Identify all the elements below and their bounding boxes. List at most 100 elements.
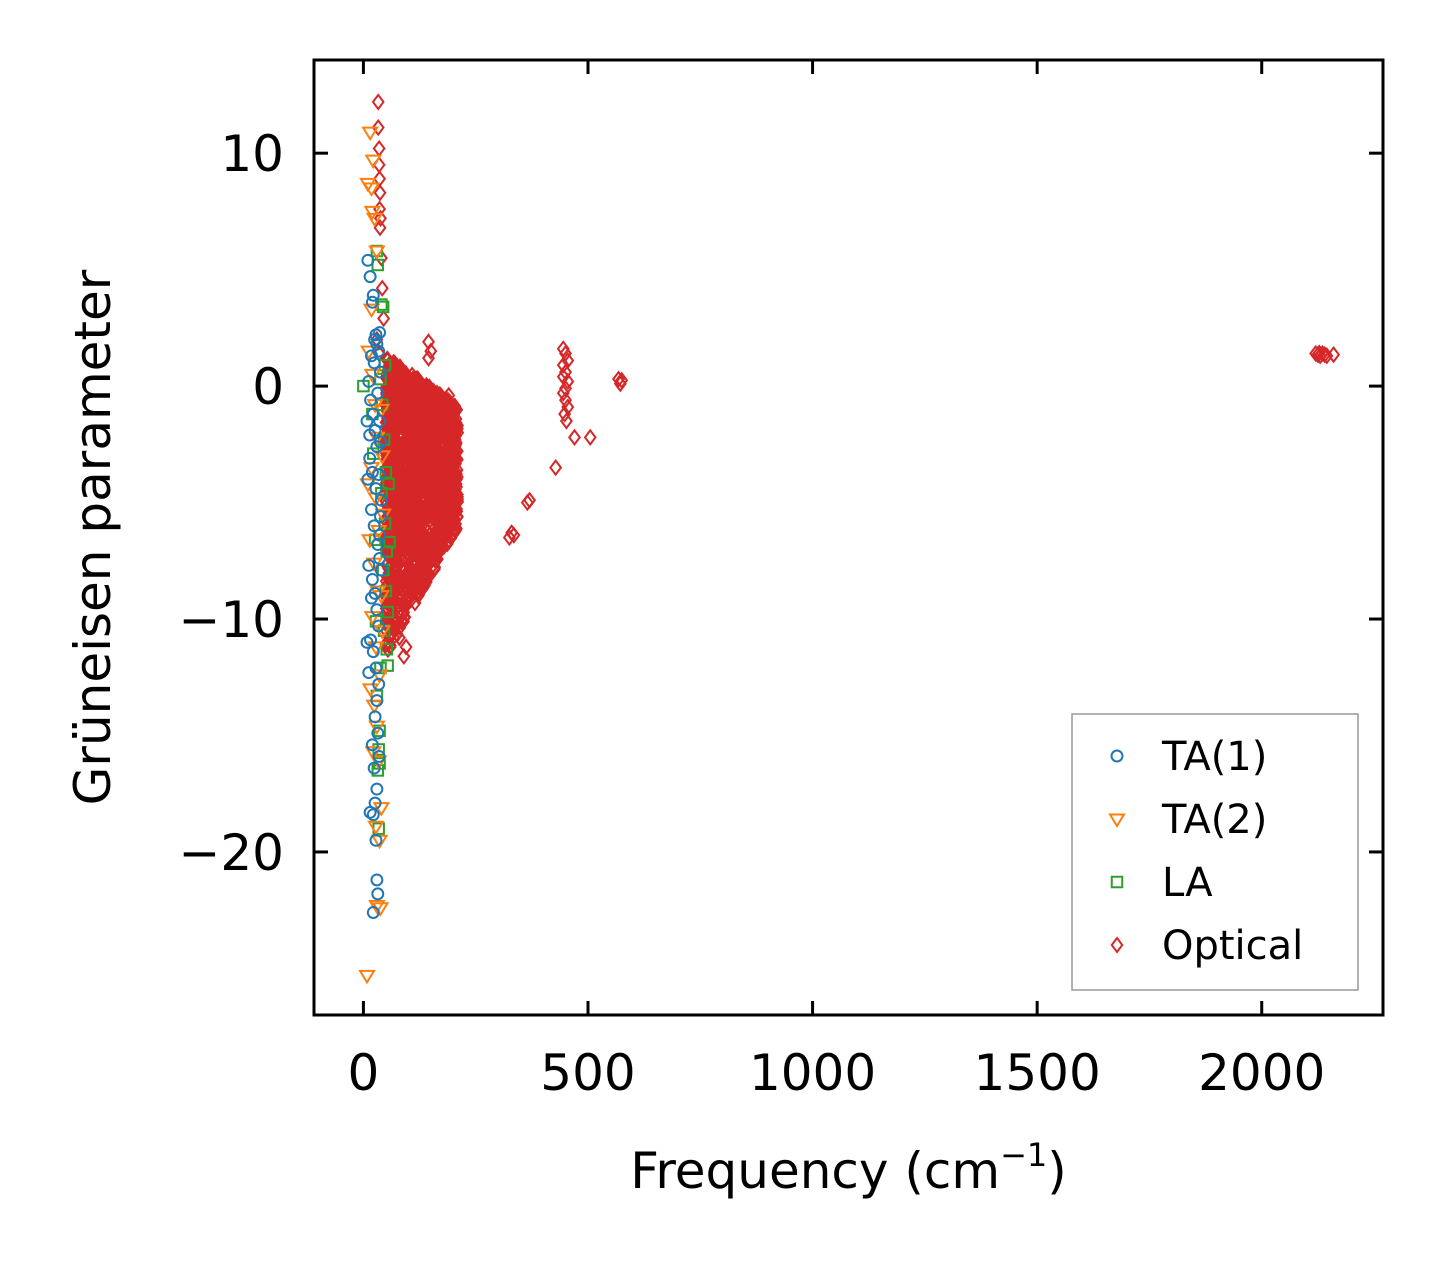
data-point	[371, 538, 385, 551]
data-point	[374, 365, 387, 379]
data-point	[362, 666, 376, 680]
data-point	[371, 118, 385, 137]
data-point	[388, 619, 402, 638]
data-point	[549, 458, 563, 477]
optical-cluster-point	[444, 440, 458, 458]
y-tick-label: −20	[178, 824, 284, 882]
data-point	[561, 372, 575, 391]
optical-cluster-point	[410, 387, 424, 406]
optical-cluster-point	[396, 582, 410, 600]
optical-cluster-point	[381, 632, 395, 651]
data-point	[365, 738, 379, 752]
data-point	[424, 342, 438, 360]
optical-cluster-point	[424, 458, 438, 476]
optical-cluster-point	[433, 437, 447, 455]
data-point	[370, 669, 389, 684]
optical-cluster-point	[450, 488, 464, 506]
optical-cluster-point	[417, 394, 431, 412]
data-point	[433, 528, 447, 547]
data-points	[357, 93, 1341, 985]
legend-label: Optical	[1162, 923, 1303, 969]
series-ta1	[360, 253, 388, 919]
data-point	[383, 535, 396, 549]
optical-cluster-point	[437, 493, 451, 512]
optical-cluster-point	[392, 384, 406, 402]
data-point	[1312, 344, 1326, 362]
data-point	[366, 906, 380, 919]
optical-cluster-point	[401, 536, 415, 554]
y-axis-label: Grüneisen parameter	[64, 269, 122, 805]
optical-cluster-point	[408, 452, 422, 470]
legend-label: TA(2)	[1161, 797, 1267, 843]
data-point	[367, 519, 381, 533]
data-point	[558, 405, 572, 423]
data-point	[399, 638, 413, 656]
data-point	[366, 808, 380, 822]
x-tick-label: 1000	[749, 1044, 876, 1102]
data-point	[366, 407, 380, 421]
optical-cluster-point	[392, 460, 406, 479]
data-point	[361, 126, 379, 142]
data-point	[367, 356, 381, 370]
optical-cluster-point	[402, 533, 416, 551]
data-point	[362, 558, 376, 572]
data-point	[371, 258, 385, 272]
data-point	[372, 749, 386, 763]
optical-cluster-point	[448, 434, 462, 452]
optical-cluster-point	[436, 436, 450, 455]
data-point	[559, 412, 573, 430]
data-point	[568, 428, 582, 447]
optical-cluster-point	[419, 421, 433, 439]
data-point	[360, 345, 378, 361]
data-point	[363, 451, 377, 465]
optical-cluster-point	[385, 581, 399, 600]
x-tick-label: 1500	[974, 1044, 1101, 1102]
optical-cluster-point	[423, 483, 437, 502]
data-point	[368, 245, 386, 260]
x-tick-label: 2000	[1198, 1044, 1325, 1102]
data-point	[365, 572, 379, 586]
data-point	[375, 279, 389, 297]
optical-cluster-point	[426, 384, 440, 403]
legend-label: LA	[1162, 860, 1213, 906]
optical-cluster-point	[391, 526, 405, 544]
data-point	[556, 384, 570, 402]
legend-label: TA(1)	[1161, 734, 1267, 780]
data-point	[615, 371, 629, 389]
optical-cluster-point	[394, 409, 408, 427]
legend-marker-la	[1110, 875, 1124, 889]
data-point	[507, 526, 521, 544]
data-point	[370, 694, 384, 708]
data-point	[364, 154, 383, 170]
data-point	[583, 428, 597, 447]
optical-cluster-point	[400, 494, 414, 512]
data-point	[360, 414, 374, 428]
data-point	[361, 472, 375, 486]
optical-cluster-point	[422, 438, 436, 456]
data-point	[374, 493, 388, 507]
data-point	[372, 677, 386, 691]
optical-cluster-point	[410, 584, 424, 602]
data-point	[370, 337, 384, 351]
optical-cluster-point	[419, 408, 433, 426]
optical-cluster-point	[439, 481, 453, 500]
optical-cluster-point	[386, 508, 400, 526]
optical-cluster-point	[408, 403, 422, 421]
optical-cluster-point	[434, 424, 448, 442]
optical-cluster-point	[381, 420, 395, 439]
data-point	[370, 603, 384, 617]
optical-cluster-point	[446, 465, 460, 483]
data-point	[556, 356, 570, 374]
optical-cluster-point	[411, 370, 425, 388]
data-point	[369, 833, 383, 847]
data-point	[397, 647, 411, 665]
data-point	[559, 379, 573, 398]
data-point	[380, 643, 394, 656]
data-point	[446, 405, 460, 423]
data-point	[363, 428, 377, 442]
data-point	[363, 205, 382, 221]
data-point	[374, 372, 387, 386]
optical-cluster-point	[451, 416, 465, 435]
data-point	[372, 468, 386, 482]
x-tick-label: 500	[540, 1044, 635, 1102]
